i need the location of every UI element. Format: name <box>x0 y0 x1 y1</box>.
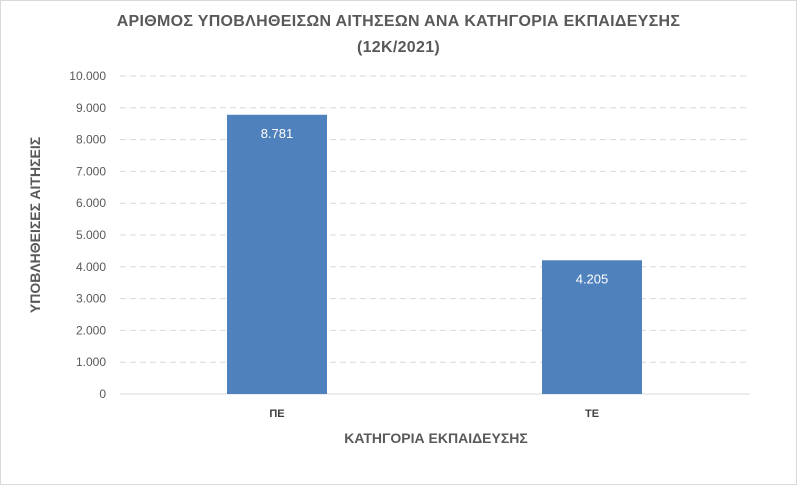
chart-title: ΑΡΙΘΜΟΣ ΥΠΟΒΛΗΘΕΙΣΩΝ ΑΙΤΗΣΕΩΝ ΑΝΑ ΚΑΤΗΓΟ… <box>116 13 681 30</box>
bar <box>227 114 327 395</box>
gridlines <box>120 75 750 395</box>
bar <box>542 260 642 394</box>
y-tick-label: 2.000 <box>76 323 106 337</box>
bars <box>227 114 642 395</box>
data-labels: 8.781 4.205 <box>261 126 609 287</box>
data-label: 4.205 <box>576 271 609 286</box>
y-tick-label: 6.000 <box>76 196 106 210</box>
y-tick-labels: 0 1.000 2.000 3.000 4.000 5.000 6.000 7.000 8.00… <box>69 69 106 401</box>
x-tick-label: ΤΕ <box>585 408 599 420</box>
y-tick-label: 8.000 <box>76 133 106 147</box>
y-tick-label: 3.000 <box>76 292 106 306</box>
x-tick-label: ΠΕ <box>269 408 284 420</box>
x-tick-labels: ΠΕ ΤΕ <box>269 408 599 420</box>
x-axis-title: ΚΑΤΗΓΟΡΙΑ ΕΚΠΑΙΔΕΥΣΗΣ <box>344 430 527 446</box>
y-tick-label: 1.000 <box>76 355 106 369</box>
y-tick-label: 4.000 <box>76 260 106 274</box>
chart-subtitle: (12Κ/2021) <box>356 39 441 56</box>
y-tick-label: 0 <box>99 387 106 401</box>
y-tick-label: 7.000 <box>76 164 106 178</box>
y-axis-title: ΥΠΟΒΛΗΘΕΙΣΕΣ ΑΙΤΗΣΕΙΣ <box>27 137 43 313</box>
y-tick-label: 9.000 <box>76 101 106 115</box>
data-label: 8.781 <box>261 126 294 141</box>
y-tick-label: 5.000 <box>76 228 106 242</box>
y-tick-label: 10.000 <box>69 69 106 83</box>
